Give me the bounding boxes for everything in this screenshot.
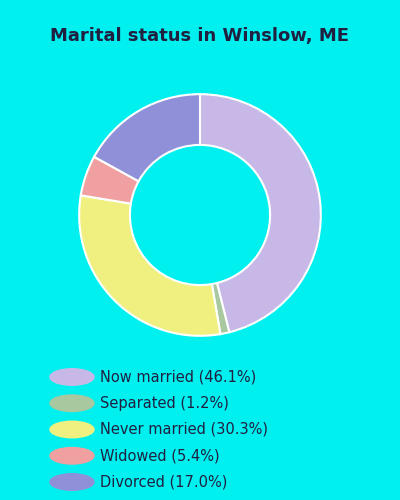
- Circle shape: [50, 369, 94, 385]
- Wedge shape: [200, 94, 321, 332]
- Wedge shape: [79, 196, 220, 336]
- Text: Never married (30.3%): Never married (30.3%): [100, 422, 268, 437]
- Wedge shape: [81, 157, 138, 204]
- Text: Marital status in Winslow, ME: Marital status in Winslow, ME: [50, 27, 350, 45]
- Text: Now married (46.1%): Now married (46.1%): [100, 370, 256, 384]
- Text: Separated (1.2%): Separated (1.2%): [100, 396, 229, 411]
- Text: Divorced (17.0%): Divorced (17.0%): [100, 474, 227, 490]
- Wedge shape: [94, 94, 200, 181]
- Circle shape: [50, 474, 94, 490]
- Circle shape: [50, 448, 94, 464]
- Circle shape: [50, 395, 94, 411]
- Text: Widowed (5.4%): Widowed (5.4%): [100, 448, 220, 463]
- Circle shape: [50, 421, 94, 438]
- Wedge shape: [212, 283, 229, 334]
